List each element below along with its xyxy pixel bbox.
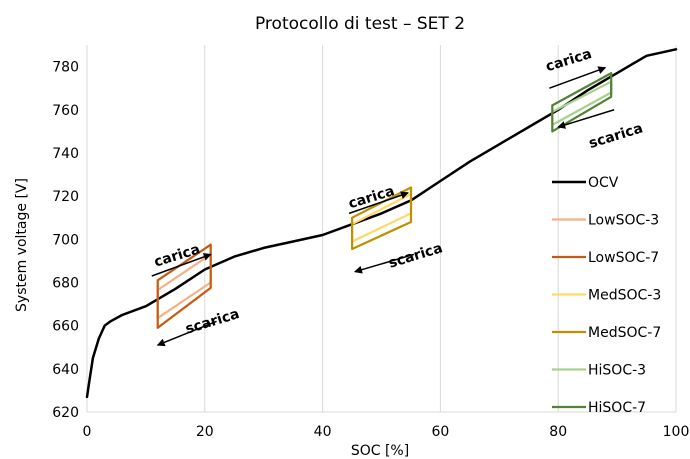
series-line-medsoc-7 xyxy=(351,186,413,251)
y-tick-label: 620 xyxy=(52,405,79,421)
legend-label: MedSOC-7 xyxy=(588,325,661,341)
arrow-down xyxy=(156,320,217,347)
arrow-down xyxy=(557,109,615,129)
series-line-lowsoc-7 xyxy=(156,243,212,329)
x-tick-label: 60 xyxy=(431,424,449,440)
arrow-up xyxy=(151,253,212,277)
x-axis-title: SOC [%] xyxy=(351,443,409,459)
annotation-scarica: scarica xyxy=(184,306,242,338)
series-line-hisoc-7 xyxy=(551,71,613,133)
legend: OCV LowSOC-3 LowSOC-7 MedSOC-3 MedSOC-7 HiSOC… xyxy=(552,175,661,416)
legend-label: LowSOC-3 xyxy=(588,213,659,229)
y-axis-title: System voltage [V] xyxy=(14,178,30,312)
legend-label: LowSOC-7 xyxy=(588,250,659,266)
y-tick-label: 680 xyxy=(52,275,79,291)
x-tick-label: 80 xyxy=(549,424,567,440)
grid-layer xyxy=(204,45,677,412)
legend-label: MedSOC-3 xyxy=(588,288,661,304)
y-tick-label: 740 xyxy=(52,146,79,162)
x-tick-label: 0 xyxy=(83,424,92,440)
x-tick-label: 100 xyxy=(663,424,690,440)
y-tick-label: 720 xyxy=(52,189,79,205)
chart-title: Protocollo di test – SET 2 xyxy=(255,14,465,34)
legend-label: HiSOC-3 xyxy=(588,363,646,379)
y-tick-label: 760 xyxy=(52,103,79,119)
y-tick-label: 660 xyxy=(52,319,79,335)
axis-layer: 0 20 40 60 80 100 620 640 660 680 700 720 740 760 780 xyxy=(52,45,689,440)
y-tick-label: 700 xyxy=(52,232,79,248)
series-layer xyxy=(85,48,678,399)
arrow-up xyxy=(549,66,607,89)
x-tick-label: 40 xyxy=(314,424,332,440)
arrow-down xyxy=(354,253,415,274)
y-tick-label: 780 xyxy=(52,60,79,76)
annotation-carica: carica xyxy=(544,46,594,75)
annotation-scarica: scarica xyxy=(587,120,645,152)
legend-label: HiSOC-7 xyxy=(588,400,646,416)
annotation-scarica: scarica xyxy=(387,240,445,272)
arrow-up xyxy=(348,191,409,215)
legend-label: OCV xyxy=(588,175,619,191)
x-tick-label: 20 xyxy=(196,424,214,440)
y-tick-label: 640 xyxy=(52,362,79,378)
